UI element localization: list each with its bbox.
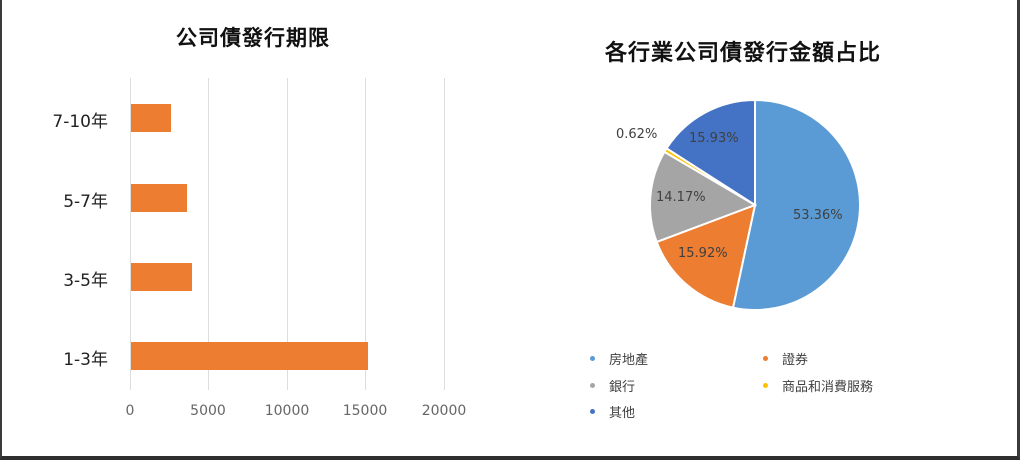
legend-marker-icon bbox=[590, 409, 595, 414]
pie-slice-2 bbox=[649, 150, 758, 244]
pie-label-real-estate: 53.36% bbox=[793, 208, 843, 223]
x-tick-0: 0 bbox=[125, 403, 135, 419]
legend-marker-icon bbox=[763, 356, 768, 361]
legend-label: 房地產 bbox=[609, 353, 649, 368]
bar-chart-title: 公司債發行期限 bbox=[176, 26, 330, 50]
x-tick-10000: 10000 bbox=[264, 403, 310, 419]
legend-item-banks: 銀行 bbox=[590, 376, 635, 395]
gridline-10000 bbox=[287, 78, 288, 390]
gridline-20000 bbox=[444, 78, 445, 390]
pie-label-other: 15.93% bbox=[689, 131, 739, 146]
legend-item-real-estate: 房地產 bbox=[590, 349, 648, 368]
y-label-7-10: 7-10年 bbox=[52, 112, 108, 132]
x-tick-20000: 20000 bbox=[421, 403, 467, 419]
bar-5-7 bbox=[131, 184, 187, 212]
bar-7-10 bbox=[131, 104, 171, 132]
pie-slice-0 bbox=[731, 98, 861, 311]
pie-label-securities: 15.92% bbox=[678, 246, 728, 261]
y-label-1-3: 1-3年 bbox=[63, 350, 108, 370]
legend-label: 銀行 bbox=[609, 380, 636, 395]
legend-marker-icon bbox=[590, 383, 595, 388]
x-tick-5000: 5000 bbox=[190, 403, 226, 419]
legend-label: 其他 bbox=[609, 406, 636, 421]
pie-chart bbox=[649, 98, 861, 311]
pie-label-consumer: 0.62% bbox=[616, 127, 658, 142]
legend-item-other: 其他 bbox=[590, 402, 635, 421]
gridline-5000 bbox=[208, 78, 209, 390]
x-tick-15000: 15000 bbox=[342, 403, 388, 419]
pie-slice-4 bbox=[665, 98, 756, 207]
gridline-15000 bbox=[365, 78, 366, 390]
y-label-3-5: 3-5年 bbox=[63, 271, 108, 291]
pie-slice-1 bbox=[655, 203, 757, 309]
y-label-5-7: 5-7年 bbox=[63, 192, 108, 212]
pie-label-banks: 14.17% bbox=[656, 190, 706, 205]
legend-item-securities: 證券 bbox=[763, 349, 808, 368]
bar-1-3 bbox=[131, 342, 368, 370]
gridline-0 bbox=[130, 78, 131, 390]
legend-label: 商品和消費服務 bbox=[782, 380, 874, 395]
pie-chart-title: 各行業公司債發行金額占比 bbox=[605, 41, 882, 66]
bar-3-5 bbox=[131, 263, 192, 291]
legend-marker-icon bbox=[590, 356, 595, 361]
legend-label: 證券 bbox=[782, 353, 809, 368]
legend-marker-icon bbox=[763, 383, 768, 388]
legend-item-consumer: 商品和消費服務 bbox=[763, 376, 873, 395]
